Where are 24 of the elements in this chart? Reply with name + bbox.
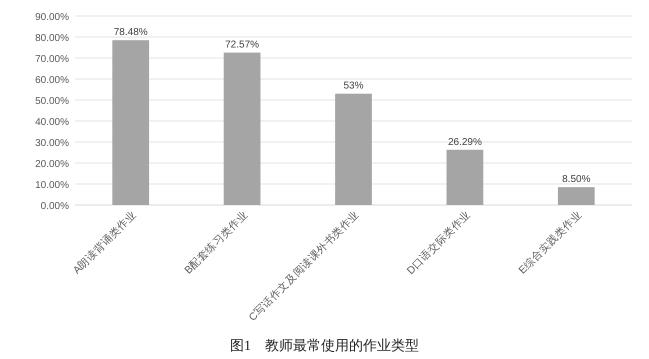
y-tick-label: 60.00% xyxy=(35,75,70,86)
data-label: 26.29% xyxy=(448,136,482,148)
bar xyxy=(335,94,372,205)
data-label: 78.48% xyxy=(114,27,148,38)
y-tick-label: 70.00% xyxy=(35,54,70,65)
data-label: 72.57% xyxy=(225,40,260,51)
bar xyxy=(558,187,595,205)
y-tick-label: 40.00% xyxy=(35,117,70,128)
data-label: 8.50% xyxy=(562,174,591,186)
y-tick-label: 0.00% xyxy=(40,201,70,212)
y-tick-label: 50.00% xyxy=(35,96,70,107)
y-tick-label: 90.00% xyxy=(35,12,70,23)
y-tick-label: 10.00% xyxy=(35,180,70,191)
x-tick-label: E综合实践类作业 xyxy=(516,208,584,277)
y-tick-label: 80.00% xyxy=(35,33,70,44)
y-tick-label: 30.00% xyxy=(35,138,70,149)
text: 图1 教师最常使用的作业类型 xyxy=(230,338,419,354)
bar xyxy=(224,52,260,205)
data-label: 53% xyxy=(343,80,364,92)
x-tick-label: D口语交际类作业 xyxy=(404,208,474,277)
bar xyxy=(112,40,150,205)
bar xyxy=(446,150,484,205)
x-tick-label: A朗读背诵类作业 xyxy=(70,208,139,277)
y-tick-label: 20.00% xyxy=(35,159,70,170)
